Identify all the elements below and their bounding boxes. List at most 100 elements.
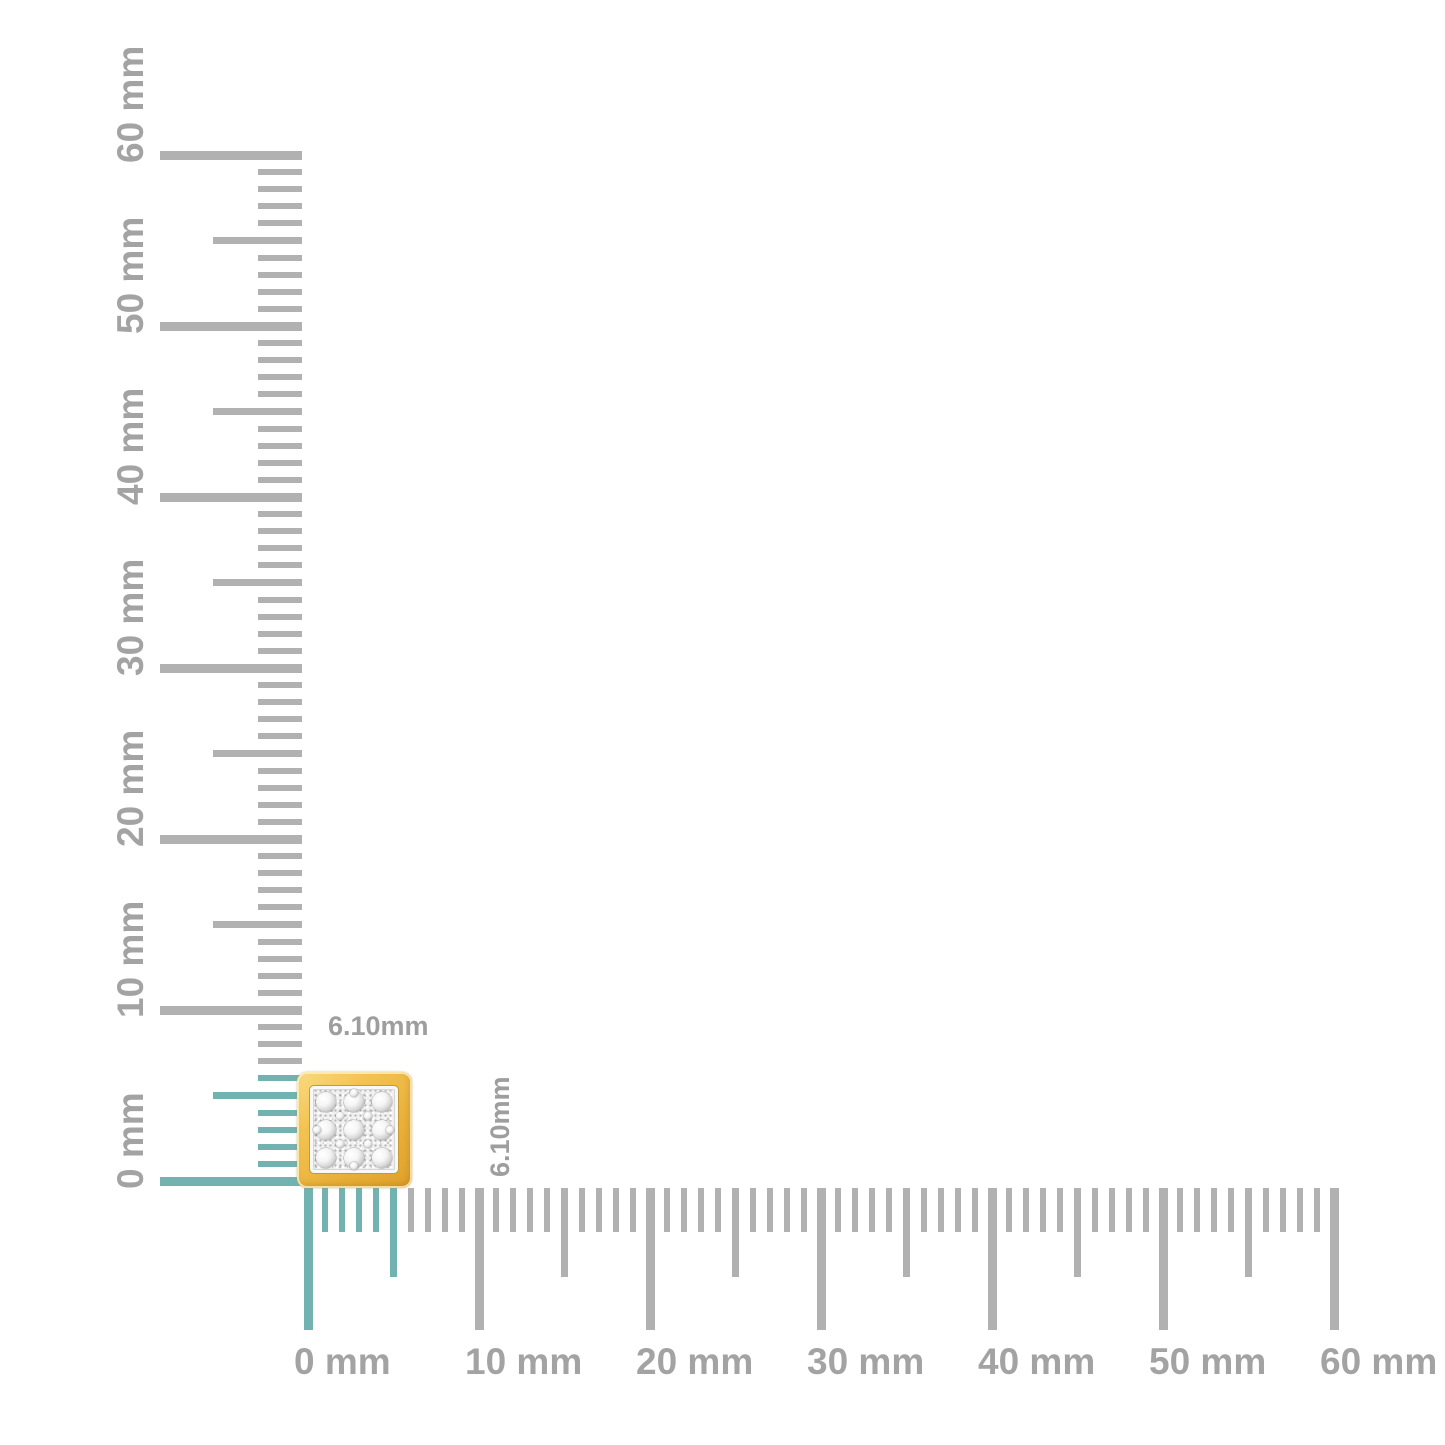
ruler-tick: [629, 1188, 636, 1232]
v-ruler-label-60mm: 60 mm: [110, 45, 151, 163]
h-ruler-label-0mm: 0 mm: [294, 1341, 391, 1382]
pave-diamond: [372, 1092, 392, 1112]
ruler-tick: [258, 870, 302, 877]
pave-diamond: [344, 1120, 364, 1140]
ruler-tick: [213, 921, 302, 928]
h-ruler-label-50mm: 50 mm: [1149, 1341, 1267, 1382]
ruler-tick: [258, 699, 302, 706]
ruler-tick: [578, 1188, 585, 1232]
ruler-tick: [715, 1188, 722, 1232]
ruler-tick: [258, 562, 302, 569]
ruler-tick: [474, 1188, 484, 1330]
earring-pave-face: [310, 1086, 398, 1173]
ruler-tick: [258, 511, 302, 518]
ruler-tick: [160, 1176, 302, 1186]
ruler-tick: [373, 1188, 380, 1232]
ruler-tick: [258, 596, 302, 603]
pave-diamond: [372, 1148, 392, 1168]
ruler-tick: [258, 1041, 302, 1048]
ruler-tick: [510, 1188, 517, 1232]
ruler-tick: [645, 1188, 655, 1330]
pave-diamond: [344, 1148, 364, 1168]
ruler-tick: [258, 767, 302, 774]
ruler-tick: [732, 1188, 739, 1277]
ruler-tick: [1296, 1188, 1303, 1232]
ruler-tick: [160, 321, 302, 331]
ruler-tick: [390, 1188, 397, 1277]
ruler-tick: [258, 1109, 302, 1116]
pave-diamond: [344, 1092, 364, 1112]
ruler-tick: [160, 492, 302, 502]
ruler-tick: [1228, 1188, 1235, 1232]
h-ruler-label-10mm: 10 mm: [465, 1341, 583, 1382]
pave-sparkle: [364, 1140, 372, 1148]
ruler-tick: [258, 528, 302, 535]
h-ruler-label-20mm: 20 mm: [636, 1341, 754, 1382]
ruler-tick: [258, 613, 302, 620]
stud-earring-photo: [297, 1072, 412, 1188]
ruler-tick: [1108, 1188, 1115, 1232]
width-dimension-label: 6.10mm: [328, 1011, 429, 1041]
ruler-tick: [160, 150, 302, 160]
ruler-tick: [258, 972, 302, 979]
ruler-tick: [258, 955, 302, 962]
ruler-tick: [698, 1188, 705, 1232]
v-ruler-label-50mm: 50 mm: [110, 216, 151, 334]
ruler-tick: [213, 750, 302, 757]
ruler-tick: [1211, 1188, 1218, 1232]
ruler-tick: [258, 374, 302, 381]
ruler-tick: [258, 340, 302, 347]
pave-sparkle: [336, 1112, 344, 1120]
ruler-tick: [886, 1188, 893, 1232]
ruler-tick: [971, 1188, 978, 1232]
ruler-tick: [258, 818, 302, 825]
ruler-tick: [213, 237, 302, 244]
ruler-tick: [1074, 1188, 1081, 1277]
ruler-tick: [612, 1188, 619, 1232]
ruler-tick: [258, 647, 302, 654]
pave-sparkle: [364, 1112, 372, 1120]
ruler-tick: [544, 1188, 551, 1232]
ruler-tick: [1313, 1188, 1320, 1232]
ruler-tick: [407, 1188, 414, 1232]
ruler-tick: [258, 391, 302, 398]
ruler-tick: [258, 853, 302, 860]
ruler-tick: [339, 1188, 346, 1232]
ruler-tick: [213, 579, 302, 586]
ruler-tick: [1245, 1188, 1252, 1277]
ruler-tick: [800, 1188, 807, 1232]
h-ruler-label-60mm: 60 mm: [1320, 1341, 1438, 1382]
ruler-tick: [1006, 1188, 1013, 1232]
ruler-tick: [1158, 1188, 1168, 1330]
h-ruler-label-30mm: 30 mm: [807, 1341, 925, 1382]
pave-sparkle: [350, 1089, 358, 1097]
ruler-tick: [749, 1188, 756, 1232]
ruler-tick: [258, 271, 302, 278]
ruler-tick: [954, 1188, 961, 1232]
ruler-tick: [664, 1188, 671, 1232]
v-ruler-label-30mm: 30 mm: [110, 558, 151, 676]
ruler-tick: [258, 716, 302, 723]
ruler-tick: [258, 1160, 302, 1167]
ruler-tick: [258, 989, 302, 996]
ruler-tick: [258, 545, 302, 552]
pave-diamond: [316, 1148, 336, 1168]
ruler-tick: [1057, 1188, 1064, 1232]
ruler-tick: [258, 1058, 302, 1065]
h-ruler-label-40mm: 40 mm: [978, 1341, 1096, 1382]
ruler-tick: [303, 1188, 313, 1330]
ruler-tick: [561, 1188, 568, 1277]
ruler-tick: [258, 459, 302, 466]
ruler-tick: [1023, 1188, 1030, 1232]
ruler-tick: [258, 630, 302, 637]
pave-diamond: [372, 1120, 392, 1140]
ruler-tick: [258, 288, 302, 295]
ruler-tick: [258, 476, 302, 483]
ruler-tick: [681, 1188, 688, 1232]
ruler-tick: [258, 904, 302, 911]
ruler-tick: [356, 1188, 363, 1232]
ruler-tick: [258, 254, 302, 261]
ruler-tick: [1262, 1188, 1269, 1232]
pave-diamond: [316, 1120, 336, 1140]
